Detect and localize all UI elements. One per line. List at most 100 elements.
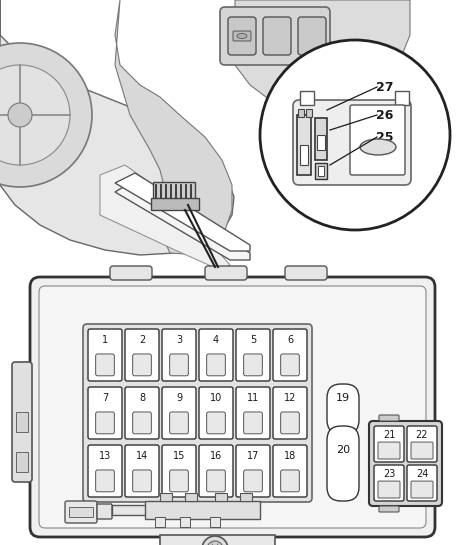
- Bar: [151, 198, 199, 210]
- FancyBboxPatch shape: [199, 445, 233, 497]
- Bar: [315, 118, 327, 160]
- Text: 8: 8: [139, 393, 145, 403]
- FancyBboxPatch shape: [125, 387, 159, 439]
- FancyBboxPatch shape: [407, 426, 437, 462]
- Text: 18: 18: [284, 451, 296, 462]
- FancyBboxPatch shape: [407, 465, 437, 501]
- FancyBboxPatch shape: [83, 324, 312, 502]
- FancyBboxPatch shape: [379, 415, 399, 421]
- Bar: [300, 91, 314, 105]
- Text: 4: 4: [213, 335, 219, 346]
- FancyBboxPatch shape: [228, 17, 256, 55]
- Text: 17: 17: [247, 451, 259, 462]
- FancyBboxPatch shape: [374, 426, 404, 462]
- Text: 2: 2: [139, 335, 145, 346]
- FancyBboxPatch shape: [293, 100, 411, 185]
- FancyBboxPatch shape: [170, 354, 188, 376]
- Bar: [180, 517, 190, 527]
- Bar: [145, 501, 260, 519]
- FancyBboxPatch shape: [273, 329, 307, 381]
- Bar: [69, 507, 93, 517]
- FancyBboxPatch shape: [96, 470, 114, 492]
- FancyBboxPatch shape: [263, 17, 291, 55]
- Text: 15: 15: [173, 451, 185, 462]
- Polygon shape: [235, 0, 410, 107]
- Text: 21: 21: [383, 430, 395, 440]
- FancyBboxPatch shape: [207, 412, 225, 434]
- FancyBboxPatch shape: [88, 445, 122, 497]
- Text: 3: 3: [176, 335, 182, 346]
- FancyBboxPatch shape: [170, 470, 188, 492]
- FancyBboxPatch shape: [411, 442, 433, 459]
- FancyBboxPatch shape: [243, 470, 262, 492]
- FancyBboxPatch shape: [378, 481, 400, 498]
- FancyBboxPatch shape: [30, 277, 435, 537]
- Circle shape: [0, 43, 92, 187]
- Text: 24: 24: [416, 469, 428, 479]
- Polygon shape: [115, 0, 232, 255]
- Bar: [318, 166, 324, 176]
- Bar: [306, 109, 312, 117]
- Bar: [16, 452, 28, 472]
- Text: 20: 20: [336, 445, 350, 455]
- Bar: [300, 145, 308, 165]
- FancyBboxPatch shape: [88, 329, 122, 381]
- Bar: [155, 517, 165, 527]
- Circle shape: [8, 103, 32, 127]
- FancyBboxPatch shape: [162, 387, 196, 439]
- FancyBboxPatch shape: [236, 445, 270, 497]
- FancyBboxPatch shape: [378, 442, 400, 459]
- FancyBboxPatch shape: [374, 465, 404, 501]
- Ellipse shape: [237, 33, 247, 39]
- FancyBboxPatch shape: [133, 354, 151, 376]
- Text: 23: 23: [383, 469, 395, 479]
- Bar: [240, 493, 252, 501]
- Text: 16: 16: [210, 451, 222, 462]
- FancyBboxPatch shape: [273, 387, 307, 439]
- Ellipse shape: [360, 139, 396, 155]
- FancyBboxPatch shape: [220, 7, 330, 65]
- Text: 10: 10: [210, 393, 222, 403]
- Bar: [298, 109, 304, 117]
- FancyBboxPatch shape: [273, 445, 307, 497]
- Circle shape: [0, 65, 70, 165]
- FancyBboxPatch shape: [236, 387, 270, 439]
- FancyBboxPatch shape: [236, 329, 270, 381]
- Text: 11: 11: [247, 393, 259, 403]
- Polygon shape: [0, 0, 234, 255]
- Bar: [185, 493, 197, 501]
- Bar: [112, 505, 182, 515]
- FancyBboxPatch shape: [125, 329, 159, 381]
- Circle shape: [260, 40, 450, 230]
- Bar: [16, 412, 28, 432]
- FancyBboxPatch shape: [233, 31, 251, 41]
- FancyBboxPatch shape: [285, 266, 327, 280]
- FancyBboxPatch shape: [327, 426, 359, 501]
- Polygon shape: [115, 173, 250, 251]
- Bar: [160, 493, 172, 501]
- Bar: [317, 135, 325, 150]
- FancyBboxPatch shape: [207, 470, 225, 492]
- FancyBboxPatch shape: [298, 17, 326, 55]
- Text: 5: 5: [250, 335, 256, 346]
- FancyBboxPatch shape: [133, 470, 151, 492]
- FancyBboxPatch shape: [162, 329, 196, 381]
- FancyBboxPatch shape: [207, 354, 225, 376]
- Text: 12: 12: [284, 393, 296, 403]
- Bar: [153, 182, 195, 202]
- Text: 6: 6: [287, 335, 293, 346]
- Polygon shape: [160, 535, 275, 545]
- FancyBboxPatch shape: [411, 481, 433, 498]
- Text: 25: 25: [376, 130, 394, 143]
- FancyBboxPatch shape: [205, 266, 247, 280]
- Text: 14: 14: [136, 451, 148, 462]
- FancyBboxPatch shape: [110, 266, 152, 280]
- FancyBboxPatch shape: [281, 354, 299, 376]
- FancyBboxPatch shape: [96, 412, 114, 434]
- FancyBboxPatch shape: [350, 105, 405, 175]
- Circle shape: [202, 536, 228, 545]
- FancyBboxPatch shape: [243, 412, 262, 434]
- Text: 1: 1: [102, 335, 108, 346]
- FancyBboxPatch shape: [133, 412, 151, 434]
- FancyBboxPatch shape: [96, 354, 114, 376]
